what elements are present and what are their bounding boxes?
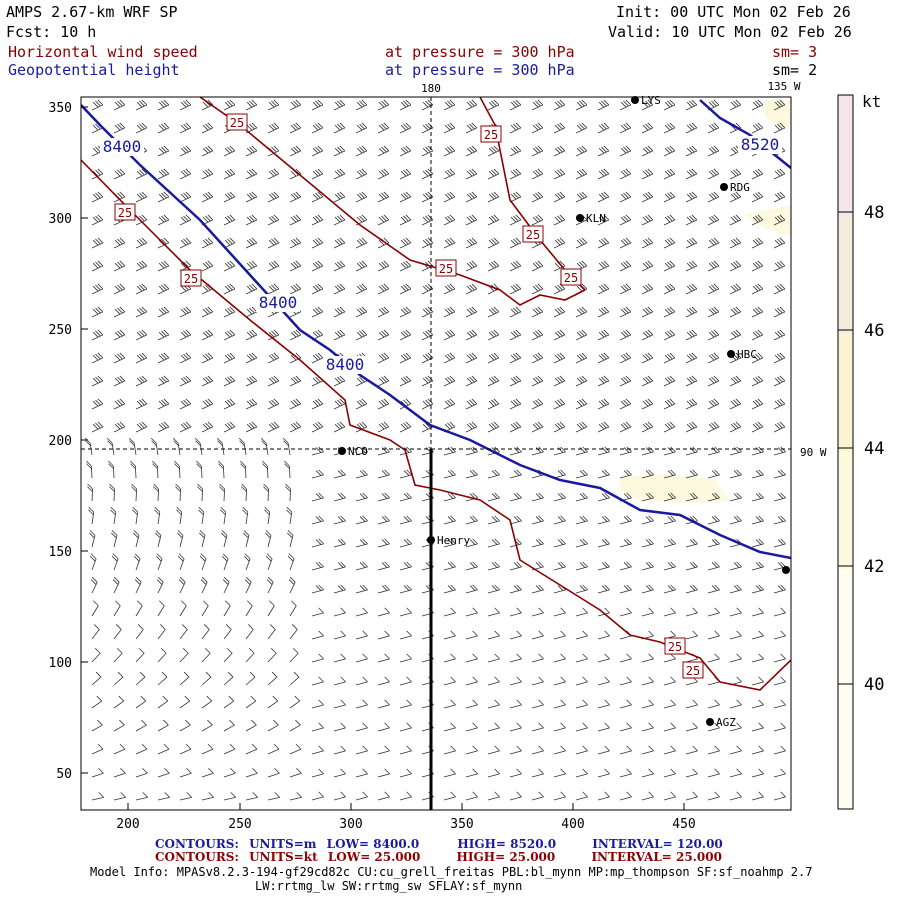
x-tick-label: 200 xyxy=(116,817,139,832)
height-label: 8400 xyxy=(103,137,142,156)
y-tick-label: 200 xyxy=(49,434,72,449)
forecast-hour: Fcst: 10 h xyxy=(6,23,97,41)
y-tick-label: 150 xyxy=(49,545,72,560)
colorbar-labels: 48 46 44 42 40 xyxy=(838,203,884,695)
contour-labels: 8400 8400 8400 8520 25 25 25 25 25 25 25 25 25 xyxy=(100,113,782,679)
station-marker xyxy=(727,350,735,358)
station-label: LYS xyxy=(641,94,661,107)
height-label: 8400 xyxy=(259,293,298,312)
colorbar-48 xyxy=(838,95,853,215)
colorbar-label: 46 xyxy=(864,321,884,341)
colorbar-46 xyxy=(838,215,853,333)
speed-low: LOW= 25.000 xyxy=(327,850,421,864)
y-tick-label: 50 xyxy=(56,767,72,782)
speed-label: 25 xyxy=(439,262,453,276)
y-tick-label: 350 xyxy=(49,101,72,116)
colorbar-unit: kt xyxy=(862,92,881,111)
speed-label: 25 xyxy=(184,272,198,286)
station-marker xyxy=(782,566,790,574)
station-marker xyxy=(338,447,346,455)
longitude-label: 90 W xyxy=(800,446,827,459)
height-label: 8520 xyxy=(741,135,780,154)
speed-shade-40b xyxy=(765,100,791,130)
field1-smoothing: sm= 3 xyxy=(772,43,818,61)
speed-shade-40 xyxy=(619,474,730,503)
footer-speed-contours: CONTOURS: UNITS=kt LOW= 25.000 HIGH= 25.… xyxy=(155,851,722,864)
x-tick-label: 450 xyxy=(672,817,695,832)
y-tick-label: 250 xyxy=(49,323,72,338)
model-info-2: LW:rrtmg_lw SW:rrtmg_sw SFLAY:sf_mynn xyxy=(255,879,523,893)
speed-shade-40c xyxy=(745,205,791,235)
height-high: HIGH= 8520.0 xyxy=(457,837,557,851)
height-contour-8400 xyxy=(81,104,791,560)
speed-label: 25 xyxy=(118,206,132,220)
speed-units: UNITS=kt xyxy=(249,850,318,864)
speed-contours-label: CONTOURS: xyxy=(155,850,239,864)
colorbar-label: 44 xyxy=(864,439,884,459)
speed-interval: INTERVAL= 25.000 xyxy=(591,850,722,864)
station-marker xyxy=(576,214,584,222)
colorbar: kt 48 46 44 42 40 xyxy=(837,92,884,810)
station-label: Henry xyxy=(437,534,470,547)
x-tick-label: 300 xyxy=(339,817,362,832)
speed-label: 25 xyxy=(668,640,682,654)
stations: NCO Henry KLN RDG HBC AGZ LYS xyxy=(338,94,790,729)
field1-name: Horizontal wind speed xyxy=(8,43,198,61)
speed-label: 25 xyxy=(230,116,244,130)
colorbar-label: 40 xyxy=(864,675,884,695)
model-info: Model Info: MPASv8.2.3-194-gf29cd82c CU:… xyxy=(90,865,813,879)
height-interval: INTERVAL= 120.00 xyxy=(592,837,723,851)
height-contours-label: CONTOURS: xyxy=(155,837,239,851)
speed-label: 25 xyxy=(484,128,498,142)
valid-time: Valid: 10 UTC Mon 02 Feb 26 xyxy=(608,23,852,41)
height-low: LOW= 8400.0 xyxy=(326,837,420,851)
station-label: HBC xyxy=(737,348,757,361)
x-tick-label: 400 xyxy=(561,817,584,832)
x-tick-label: 350 xyxy=(450,817,473,832)
station-label: KLN xyxy=(586,212,606,225)
station-marker xyxy=(427,536,435,544)
field2-name: Geopotential height xyxy=(8,61,180,79)
colorbar-label: 42 xyxy=(864,557,884,577)
speed-label: 25 xyxy=(564,271,578,285)
field2-smoothing: sm= 2 xyxy=(772,61,818,79)
station-label: NCO xyxy=(348,445,368,458)
colorbar-40 xyxy=(838,569,853,809)
colorbar-44 xyxy=(838,333,853,451)
station-label: AGZ xyxy=(716,716,736,729)
colorbar-42 xyxy=(838,451,853,569)
field2-level: at pressure = 300 hPa xyxy=(385,61,575,79)
init-time: Init: 00 UTC Mon 02 Feb 26 xyxy=(616,3,851,21)
height-label: 8400 xyxy=(326,355,365,374)
axes: 200 250 300 350 400 450 350 300 250 200 150 100 50 18… xyxy=(49,80,827,832)
y-tick-label: 100 xyxy=(49,656,72,671)
x-tick-label: 250 xyxy=(228,817,251,832)
height-units: UNITS=m xyxy=(249,837,317,851)
plot-border xyxy=(80,96,792,811)
footer-height-contours: CONTOURS: UNITS=m LOW= 8400.0 HIGH= 8520… xyxy=(155,838,723,851)
plot-area xyxy=(81,97,791,810)
model-title: AMPS 2.67-km WRF SP xyxy=(6,3,178,21)
station-marker xyxy=(706,718,714,726)
field1-level: at pressure = 300 hPa xyxy=(385,43,575,61)
station-marker xyxy=(720,183,728,191)
speed-label: 25 xyxy=(686,664,700,678)
speed-contour-25b xyxy=(199,97,586,306)
station-marker xyxy=(631,96,639,104)
station-label: RDG xyxy=(730,181,750,194)
longitude-label: 135 W xyxy=(767,80,800,93)
longitude-label: 180 xyxy=(421,82,441,95)
speed-high: HIGH= 25.000 xyxy=(456,850,556,864)
y-tick-label: 300 xyxy=(49,212,72,227)
colorbar-label: 48 xyxy=(864,203,884,223)
speed-label: 25 xyxy=(526,228,540,242)
